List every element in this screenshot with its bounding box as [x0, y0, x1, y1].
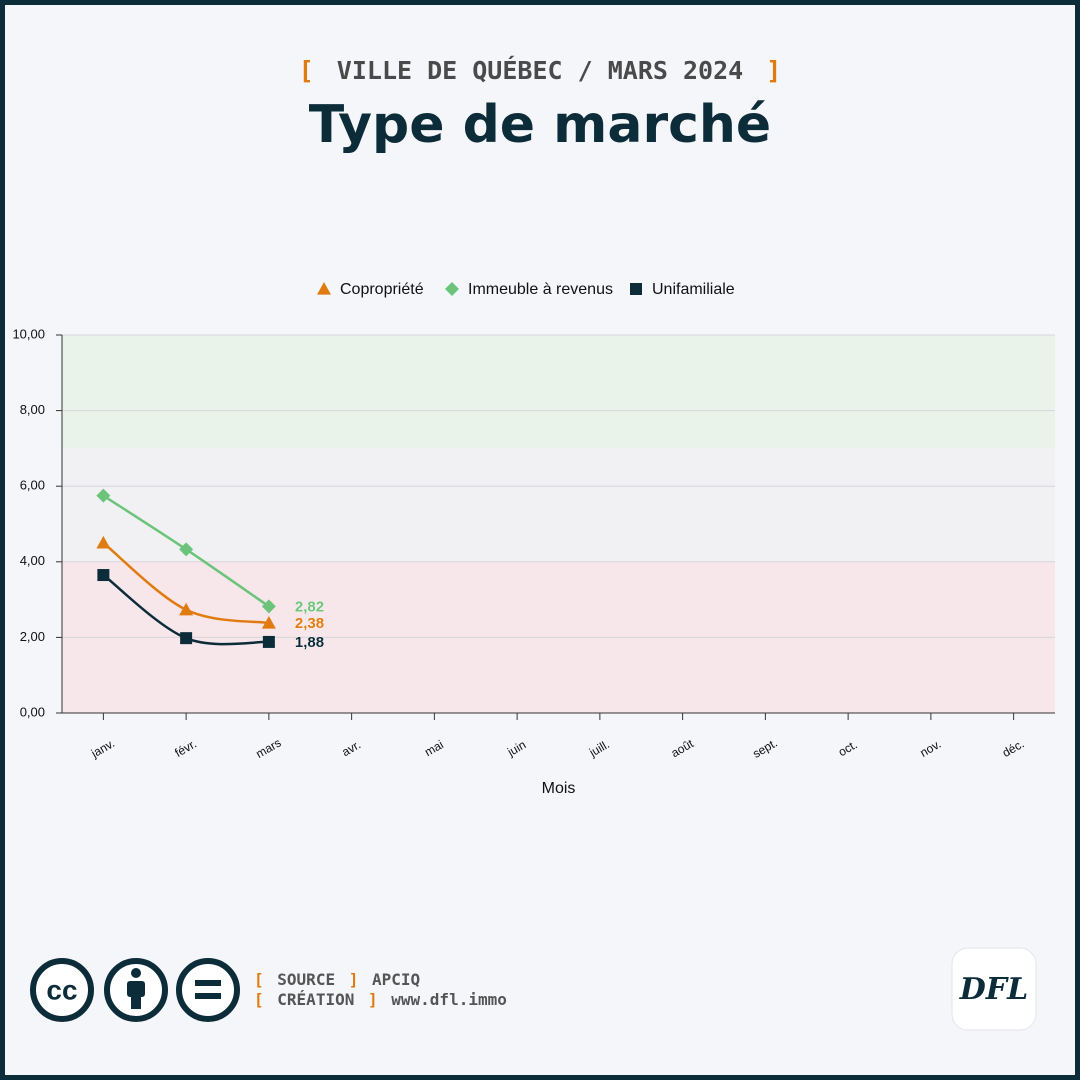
marker [630, 283, 642, 295]
zone-band [62, 448, 1055, 562]
cc-icon [30, 958, 94, 1022]
legend-label: Unifamiliale [652, 281, 735, 298]
license-icons: cc [30, 958, 240, 1022]
y-tick-label: 6,00 [20, 478, 45, 493]
bracket: [ [254, 970, 264, 989]
by-legs [131, 995, 141, 1009]
by-body [127, 981, 145, 997]
bracket: ] [349, 970, 359, 989]
nd-icon [176, 958, 240, 1022]
marker [179, 602, 194, 616]
cc-text: cc [46, 974, 77, 1005]
credit: www.dfl.immo [391, 990, 507, 1009]
source-label: SOURCE [277, 970, 335, 989]
source-line: [ SOURCE ] APCIQ [254, 970, 420, 989]
marker [445, 282, 459, 296]
marker [262, 635, 275, 648]
logo: DFL [959, 972, 1028, 1007]
bracket: [ [299, 56, 314, 85]
subtitle-text: VILLE DE QUÉBEC / MARS 2024 [337, 56, 743, 85]
logo-box [951, 947, 1037, 1031]
data-label: 2,38 [295, 615, 324, 632]
y-tick-label: 10,00 [12, 326, 45, 341]
marker [96, 488, 111, 503]
marker [261, 616, 276, 629]
y-tick-label: 8,00 [20, 402, 45, 417]
marker [261, 599, 276, 614]
x-axis-title: Mois [542, 780, 576, 797]
marker [317, 282, 331, 295]
credit-line: [ CRÉATION ] www.dfl.immo [254, 990, 507, 1009]
bracket: ] [766, 56, 781, 85]
marker [180, 632, 193, 645]
by-head [131, 968, 141, 978]
title: Type de marché [309, 95, 771, 155]
source: APCIQ [372, 970, 420, 989]
bracket: [ [254, 990, 264, 1009]
nd-bar [195, 993, 221, 999]
data-label: 1,88 [295, 634, 324, 651]
y-tick-label: 2,00 [20, 629, 45, 644]
credit-label: CRÉATION [277, 990, 354, 1009]
data-label: 2,82 [295, 598, 324, 615]
bracket: ] [368, 990, 378, 1009]
zone-band [62, 335, 1055, 449]
subtitle: [ VILLE DE QUÉBEC / MARS 2024 ] [299, 56, 782, 85]
marker [179, 542, 194, 557]
marker [97, 569, 110, 582]
nd-bar [195, 980, 221, 986]
marker [96, 535, 111, 549]
legend-label: Immeuble à revenus [468, 281, 613, 298]
y-tick-label: 0,00 [20, 704, 45, 719]
y-tick-label: 4,00 [20, 553, 45, 568]
legend-label: Copropriété [340, 281, 424, 298]
